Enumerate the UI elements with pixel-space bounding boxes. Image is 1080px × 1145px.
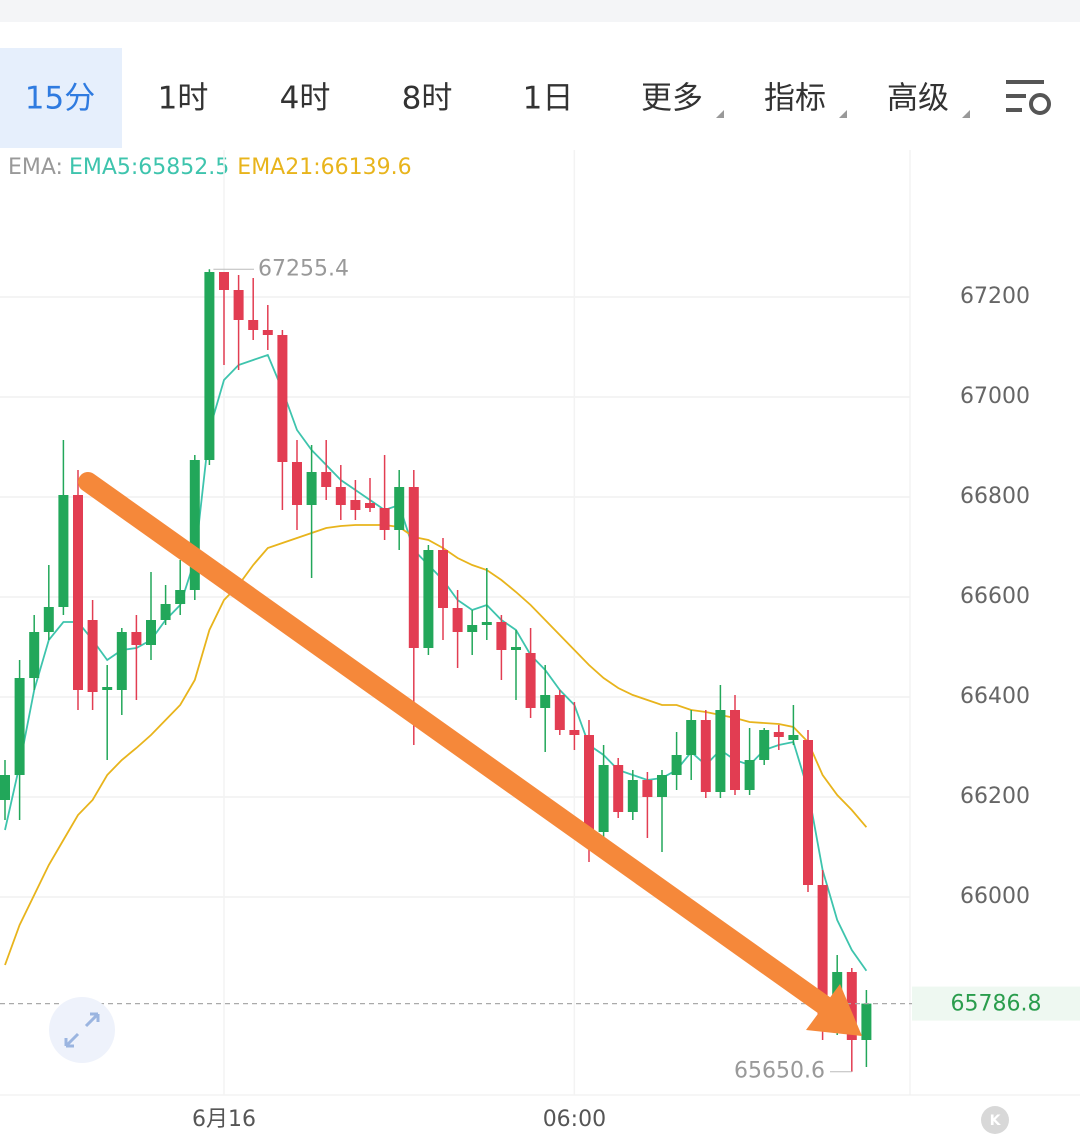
candle-body [569, 730, 580, 735]
tab[interactable]: 4时 [280, 81, 331, 117]
candle-body [817, 885, 828, 1030]
candle-body [262, 330, 273, 335]
candle-body [700, 720, 711, 792]
candle-body [102, 687, 113, 690]
candle-body [627, 780, 638, 812]
candle-body [29, 632, 40, 678]
candle-body [423, 550, 434, 648]
tab[interactable]: 8时 [402, 81, 453, 117]
tab[interactable]: 高级 [887, 81, 949, 117]
price-label: 65786.8 [951, 992, 1042, 1017]
y-tick-label: 66800 [960, 484, 1030, 509]
tab[interactable]: 15分 [25, 81, 95, 117]
candle-body [365, 503, 375, 508]
candle-body [671, 755, 682, 775]
high-label: 67255.4 [258, 256, 349, 281]
candle-body [846, 972, 857, 1040]
candle-body [686, 720, 697, 755]
candle-body [292, 462, 302, 505]
candle-body [321, 472, 332, 487]
candle-body [554, 695, 565, 730]
ema-line [4, 353, 868, 972]
dropdown-caret [839, 110, 847, 118]
candle-body [175, 590, 186, 604]
candle-body [467, 625, 478, 632]
candle-body [0, 775, 10, 800]
active-tab-bg [0, 48, 122, 148]
candle-body [233, 290, 244, 320]
candle-body [657, 775, 667, 797]
trend-arrow [78, 472, 862, 1036]
legend-title: EMA: [8, 155, 63, 180]
candle-body [803, 740, 813, 885]
candle-body [715, 710, 726, 792]
candle-body [525, 653, 536, 708]
tab[interactable]: 指标 [764, 81, 826, 117]
candle-body [613, 765, 624, 812]
y-tick-label: 66600 [960, 584, 1030, 609]
candle-body [43, 607, 54, 632]
price-tag [912, 986, 1080, 1021]
candle-body [116, 632, 127, 690]
tab[interactable]: 1时 [158, 81, 209, 117]
y-tick-label: 67000 [960, 384, 1030, 409]
svg-text:K: K [990, 1113, 1002, 1129]
candle-body [598, 765, 609, 832]
legend-entry: EMA5:65852.5 [69, 155, 229, 180]
candle-body [14, 678, 25, 775]
candle-body [58, 495, 69, 607]
candle-body [160, 604, 171, 620]
candle-body [394, 487, 405, 530]
candle-body [248, 320, 259, 330]
expand-button[interactable] [49, 997, 115, 1063]
candle-body [759, 730, 770, 760]
y-tick-label: 66200 [960, 784, 1030, 809]
low-label: 65650.6 [734, 1059, 825, 1084]
candle-body [189, 460, 200, 590]
tab[interactable]: 更多 [641, 81, 703, 117]
dropdown-caret [716, 110, 724, 118]
y-tick-label: 66000 [960, 884, 1030, 909]
candle-body [306, 472, 317, 505]
candle-body [408, 487, 419, 648]
y-tick-label: 67200 [960, 284, 1030, 309]
candle-body [496, 622, 507, 650]
status-strip [0, 0, 1080, 22]
dropdown-caret [962, 110, 970, 118]
candle-body [335, 487, 346, 505]
k-button[interactable]: K [981, 1106, 1009, 1134]
candle-body [146, 620, 156, 645]
tab[interactable]: 1日 [523, 81, 574, 117]
candle-body [277, 335, 288, 462]
candle-body [131, 632, 142, 645]
y-tick-label: 66400 [960, 684, 1030, 709]
x-tick-label: 06:00 [543, 1107, 606, 1132]
candle-body [452, 608, 463, 632]
candle-body [773, 732, 784, 737]
candle-body [379, 508, 390, 530]
legend-entry: EMA21:66139.6 [237, 155, 411, 180]
candle-body [642, 780, 653, 797]
candle-body [481, 622, 492, 625]
candle-body [730, 710, 740, 790]
candle-body [584, 735, 594, 832]
candle-body [438, 550, 448, 608]
settings-icon[interactable] [1006, 80, 1051, 115]
candle-body [744, 760, 755, 790]
candle-body [350, 500, 361, 510]
candle-body [87, 620, 98, 692]
candle-body [540, 695, 551, 708]
candle-body [204, 272, 215, 460]
candle-body [511, 647, 521, 650]
candle-body [73, 495, 83, 690]
candle-body [861, 1003, 872, 1040]
candle-body [788, 735, 799, 740]
x-tick-label: 6月16 [192, 1107, 256, 1132]
candle-body [219, 272, 229, 290]
